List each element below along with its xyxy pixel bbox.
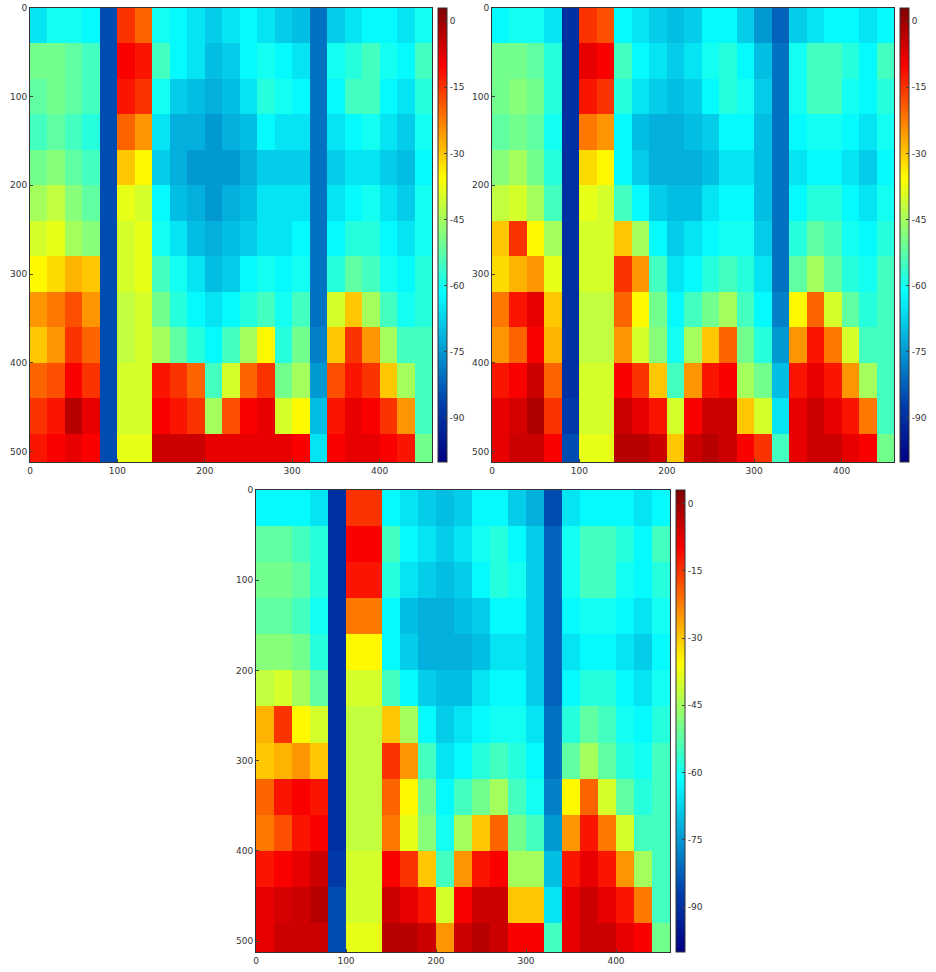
svg-text:300: 300 bbox=[746, 466, 763, 476]
svg-text:0: 0 bbox=[688, 499, 694, 509]
svg-text:-45: -45 bbox=[688, 700, 703, 710]
svg-text:-45: -45 bbox=[450, 215, 465, 225]
svg-text:-90: -90 bbox=[688, 902, 703, 912]
svg-text:200: 200 bbox=[196, 466, 213, 476]
svg-text:0: 0 bbox=[21, 3, 27, 13]
svg-text:300: 300 bbox=[472, 269, 489, 279]
svg-text:-75: -75 bbox=[912, 347, 927, 357]
svg-text:200: 200 bbox=[427, 956, 444, 966]
svg-text:0: 0 bbox=[253, 956, 259, 966]
svg-text:-60: -60 bbox=[450, 281, 465, 291]
svg-text:100: 100 bbox=[472, 92, 489, 102]
svg-text:300: 300 bbox=[236, 756, 253, 766]
svg-text:0: 0 bbox=[27, 466, 33, 476]
svg-text:500: 500 bbox=[10, 447, 27, 457]
svg-text:-15: -15 bbox=[912, 82, 927, 92]
svg-text:0: 0 bbox=[483, 3, 489, 13]
svg-text:-60: -60 bbox=[688, 768, 703, 778]
svg-text:0: 0 bbox=[489, 466, 495, 476]
svg-text:-90: -90 bbox=[450, 413, 465, 423]
svg-text:500: 500 bbox=[236, 936, 253, 946]
svg-text:200: 200 bbox=[10, 180, 27, 190]
svg-text:-30: -30 bbox=[912, 149, 927, 159]
svg-text:100: 100 bbox=[236, 575, 253, 585]
svg-text:-45: -45 bbox=[912, 215, 927, 225]
svg-text:200: 200 bbox=[658, 466, 675, 476]
svg-text:100: 100 bbox=[571, 466, 588, 476]
svg-text:200: 200 bbox=[236, 666, 253, 676]
svg-text:100: 100 bbox=[337, 956, 354, 966]
svg-text:-75: -75 bbox=[450, 347, 465, 357]
svg-text:-30: -30 bbox=[450, 149, 465, 159]
svg-text:400: 400 bbox=[833, 466, 850, 476]
svg-text:300: 300 bbox=[517, 956, 534, 966]
svg-text:400: 400 bbox=[607, 956, 624, 966]
svg-text:400: 400 bbox=[371, 466, 388, 476]
svg-text:100: 100 bbox=[109, 466, 126, 476]
svg-text:300: 300 bbox=[284, 466, 301, 476]
svg-text:-15: -15 bbox=[450, 82, 465, 92]
svg-text:400: 400 bbox=[236, 846, 253, 856]
svg-text:-75: -75 bbox=[688, 835, 703, 845]
svg-text:400: 400 bbox=[10, 358, 27, 368]
svg-text:0: 0 bbox=[247, 485, 253, 495]
svg-text:-30: -30 bbox=[688, 633, 703, 643]
svg-text:-60: -60 bbox=[912, 281, 927, 291]
svg-text:400: 400 bbox=[472, 358, 489, 368]
svg-text:200: 200 bbox=[472, 180, 489, 190]
svg-text:300: 300 bbox=[10, 269, 27, 279]
svg-text:500: 500 bbox=[472, 447, 489, 457]
svg-text:0: 0 bbox=[450, 16, 456, 26]
svg-text:100: 100 bbox=[10, 92, 27, 102]
svg-text:-15: -15 bbox=[688, 566, 703, 576]
svg-text:0: 0 bbox=[912, 16, 918, 26]
svg-text:-90: -90 bbox=[912, 413, 927, 423]
